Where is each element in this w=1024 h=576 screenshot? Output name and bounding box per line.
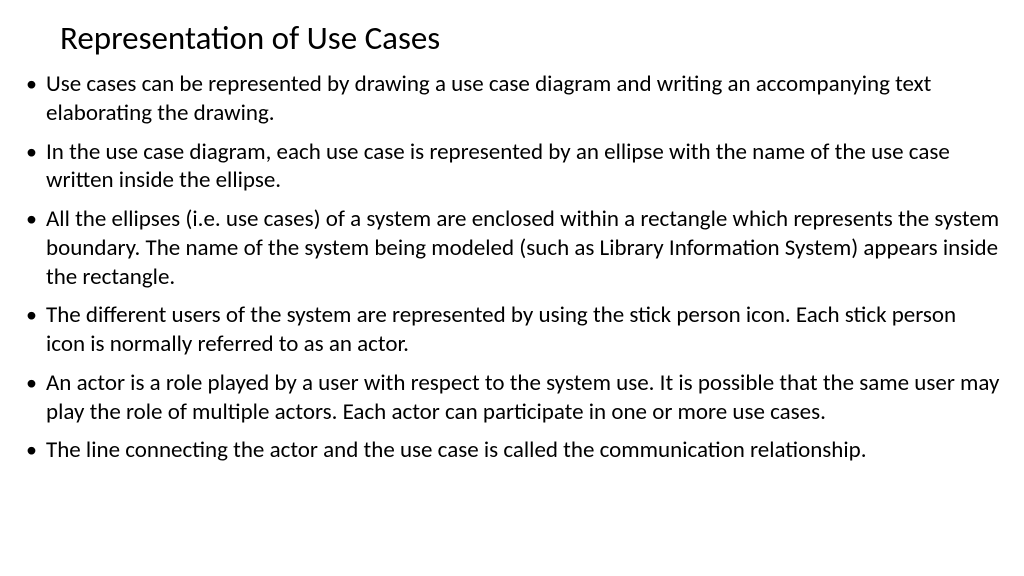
slide-title: Representation of Use Cases	[60, 18, 1000, 58]
bullet-list: Use cases can be represented by drawing …	[24, 70, 1000, 465]
bullet-item: Use cases can be represented by drawing …	[24, 70, 1000, 128]
bullet-item: An actor is a role played by a user with…	[24, 369, 1000, 427]
bullet-item: The different users of the system are re…	[24, 301, 1000, 359]
bullet-item: In the use case diagram, each use case i…	[24, 138, 1000, 196]
bullet-item: The line connecting the actor and the us…	[24, 436, 1000, 465]
bullet-item: All the ellipses (i.e. use cases) of a s…	[24, 205, 1000, 291]
